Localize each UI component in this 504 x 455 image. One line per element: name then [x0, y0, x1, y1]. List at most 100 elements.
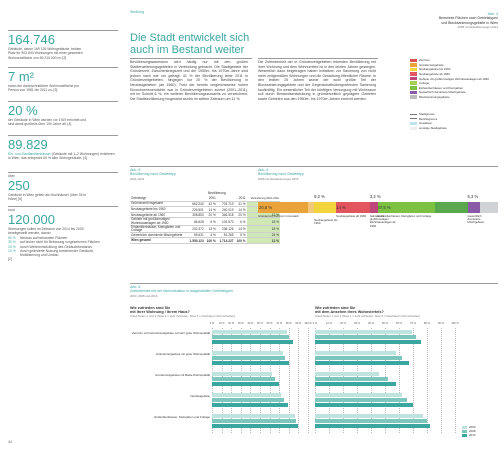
table-cell-2001-pct: 42 %	[204, 201, 217, 208]
legend-swatch	[410, 118, 417, 120]
legend-item: Stadtgrenze	[410, 112, 500, 117]
bar-segment	[307, 202, 315, 213]
abb8-right-note: Anteil Noten 1 und 2 (Note 1 = sehr zufr…	[315, 314, 421, 318]
tick-label: 80 %	[285, 322, 292, 325]
abb8-legend: 2003 2008 2013	[462, 425, 498, 437]
abb8-label: Abb. 8	[130, 285, 141, 289]
stat6-item-text: auf bisher nicht für Bebauung vorgesehen…	[20, 240, 100, 245]
category-label: Gründerzeitgebiete mit Basis-Wohnqualitä…	[155, 373, 210, 377]
stat6-item: 10 % durch Weiterentwicklung des Gebäudeb…	[8, 245, 108, 249]
abb8-left-q1: Wie zufrieden sind Sie	[130, 306, 171, 310]
abb4-legend2: Stadtgrenze Bezirksgrenze Gewässer sonstige…	[410, 112, 500, 130]
tick-label: 100 %	[304, 322, 312, 325]
legend-label: 2003	[469, 425, 476, 429]
tick-label: 20 %	[340, 322, 346, 325]
grid-line	[399, 328, 400, 433]
table-cell-type: Neubaugebiete bis 1960	[130, 206, 187, 213]
bar	[212, 418, 297, 423]
category-label: Zentrum und Gründerzeitgebiete mit sehr …	[132, 331, 210, 335]
bar	[212, 414, 295, 419]
legend-swatch	[410, 86, 417, 90]
stat6-prefix: rund	[8, 208, 15, 212]
stat6-item-text: durch geänderte Nutzung bestehender Gebä…	[20, 248, 94, 258]
table-head-top: Bevölkerung	[130, 190, 280, 196]
table-cell-change: 12 %	[246, 212, 280, 219]
table-head-type: Gebietstyp	[130, 195, 187, 202]
table-cell-2011: 703.719	[216, 201, 235, 208]
table-cell-2011: 102.570	[216, 217, 235, 226]
stat4-lead: Ein- und Zweifamilienhäuser	[8, 152, 51, 156]
legend-item: Einfamilienhäuser und Kleingärten	[410, 86, 500, 91]
tick-label: 70 %	[410, 322, 416, 325]
bar	[212, 423, 299, 428]
tick-label: 0 %	[209, 322, 215, 325]
abb8-right-q1: Wie zufrieden sind Sie	[315, 306, 356, 310]
tick-label: 90 %	[438, 322, 444, 325]
abb8-right-chart: 0 % 10 % 20 % 30 % 40 % 50 % 60 % 70 % 80 % 90 % 1…	[313, 322, 459, 442]
section-label: Siedlung	[130, 10, 144, 14]
legend-item: Zentrum	[410, 58, 500, 63]
bar-category-label: Einfamilienhäuser, Kleingärten und Cotta…	[377, 214, 432, 218]
bar-category-label: Neubaugebiete bis 1960	[314, 218, 338, 226]
tick-label: 30 %	[237, 322, 244, 325]
bar	[315, 418, 427, 423]
table-cell-2001: 1.550.123	[186, 237, 205, 244]
legend-swatch	[462, 425, 467, 429]
table-row: Wien gesamt 1.550.123 100 % 1.714.227 100 % 1…	[130, 237, 280, 244]
bar	[315, 393, 402, 398]
abb4-title1: Bewohnte Flächen nach Gebietstypen	[438, 16, 498, 21]
legend-item: 2013	[462, 433, 498, 437]
legend-label: 2008	[469, 429, 476, 433]
grid-line	[413, 328, 414, 433]
table-cell-change: 18 %	[246, 225, 280, 233]
table-cell-2001: 662.240	[186, 201, 205, 208]
stat5-value: 250	[8, 178, 30, 193]
tick-label: 70 %	[276, 322, 283, 325]
bar-segment	[467, 202, 481, 213]
abb8-left-chart: 0 % 10 % 20 % 30 % 40 % 50 % 60 % 70 % 80 % 90 % 1…	[210, 322, 312, 442]
table-cell-type: Neubaugebiete ab 1960	[130, 212, 187, 219]
page-title: Die Stadt entwickelt sich auch im Bestan…	[130, 32, 290, 56]
legend-swatch	[410, 90, 417, 95]
legend-label: Cottage	[419, 81, 430, 86]
category-label: Gründerzeitgebiete mit guter Wohnqualitä…	[155, 352, 210, 356]
stat1-value: 164.746	[8, 32, 55, 47]
table-cell-2011: 240.019	[216, 206, 235, 213]
stat2-value: 7 m²	[8, 69, 34, 84]
table-head-2011: 2011	[216, 195, 247, 202]
category-label: Einfamilienhäuser, Kleingärten und Cotta…	[154, 415, 210, 419]
bar-value-label: 47,5 %	[377, 204, 391, 210]
table-row: Neubaugebiete ab 1960 308.853 20 % 346.518 2…	[130, 212, 280, 219]
table-cell-type: Einfamilienhäuser, Kleingärten und Cotta…	[130, 225, 187, 233]
stat1-text: Gebäude, davon 169 126 Wohngebäude, beid…	[8, 47, 83, 60]
abb5-title: Bevölkerung nach Gebietstyp	[130, 172, 176, 177]
tick-label: 100 %	[451, 322, 459, 325]
legend-label: Blocksanierungsgebiete	[419, 95, 450, 100]
abb8-categories: Zentrum und Gründerzeitgebiete mit sehr …	[130, 330, 210, 440]
bar	[212, 339, 293, 344]
stat6-item-pct: 10 %	[8, 248, 16, 253]
bar	[212, 355, 285, 360]
legend-label: Gewässer	[419, 121, 433, 126]
bar-value-label: 20,8 %	[259, 204, 273, 210]
bar	[212, 372, 273, 377]
legend-label: sonstige Stadtgebiete	[419, 126, 447, 131]
bar	[315, 330, 412, 335]
table-head-change: Veränderung 2001–2011	[246, 195, 280, 202]
table-cell-2011-pct: 20 %	[234, 212, 247, 219]
legend-swatch	[410, 126, 417, 130]
legend-swatch	[410, 67, 417, 72]
legend-label: Bezirksgrenze	[419, 116, 438, 121]
stat3-value: 20 %	[8, 103, 38, 118]
table-cell-type: Gebiete mit großformatigen Wohnbauanlage…	[130, 218, 187, 226]
table-cell-2001: 226.501	[186, 206, 205, 213]
legend-label: Gebiete mit großformatigen Wohnbauanlage…	[419, 76, 489, 81]
table-cell-2001-pct: 100 %	[204, 237, 217, 244]
legend-label: Gründerzeitgebiete	[419, 62, 444, 67]
table-cell-2011: 81.265	[216, 232, 235, 239]
legend-label: Neubaugebiete bis 1960	[419, 67, 451, 72]
abb8-right-q: Wie zufrieden sind Sie mit dem Ansehen I…	[315, 306, 495, 318]
tick-label: 60 %	[266, 322, 273, 325]
table-cell-2011-pct: 41 %	[234, 201, 247, 208]
grid-line	[279, 328, 281, 433]
